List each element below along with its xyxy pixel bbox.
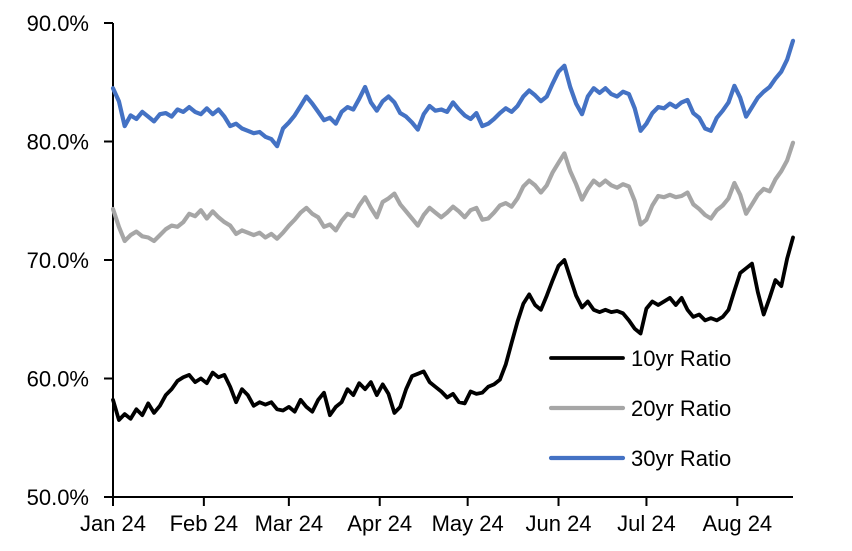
y-tick-label: 60.0% bbox=[27, 367, 89, 392]
legend-label: 20yr Ratio bbox=[631, 396, 731, 421]
x-tick-label: Mar 24 bbox=[255, 511, 323, 536]
x-tick-label: Jan 24 bbox=[80, 511, 146, 536]
series-layer bbox=[110, 38, 796, 422]
series-line-10yr-ratio bbox=[111, 235, 795, 422]
legend-item-30yr-ratio: 30yr Ratio bbox=[548, 446, 731, 471]
x-tick-label: May 24 bbox=[432, 511, 504, 536]
x-tick-label: Aug 24 bbox=[702, 511, 772, 536]
axes-layer: 90.0% 80.0% 70.0% 60.0% 50.0%Jan 24 Feb 24 Mar… bbox=[27, 11, 793, 536]
x-tick-label: Apr 24 bbox=[347, 511, 412, 536]
legend-item-10yr-ratio: 10yr Ratio bbox=[549, 346, 731, 371]
x-tick-label: Feb 24 bbox=[170, 511, 239, 536]
series-line-20yr-ratio bbox=[110, 140, 796, 244]
y-tick-label: 70.0% bbox=[27, 248, 89, 273]
legend-layer: 10yr Ratio 20yr Ratio 30yr Ratio bbox=[548, 346, 731, 471]
x-tick-label: Jun 24 bbox=[525, 511, 591, 536]
legend-item-20yr-ratio: 20yr Ratio bbox=[548, 396, 731, 421]
series-line-30yr-ratio bbox=[110, 38, 796, 149]
legend-label: 10yr Ratio bbox=[631, 346, 731, 371]
legend-label: 30yr Ratio bbox=[631, 446, 731, 471]
y-tick-label: 80.0% bbox=[27, 130, 89, 155]
y-tick-label: 50.0% bbox=[27, 485, 89, 510]
y-tick-label: 90.0% bbox=[27, 11, 89, 36]
x-tick-label: Jul 24 bbox=[617, 511, 676, 536]
